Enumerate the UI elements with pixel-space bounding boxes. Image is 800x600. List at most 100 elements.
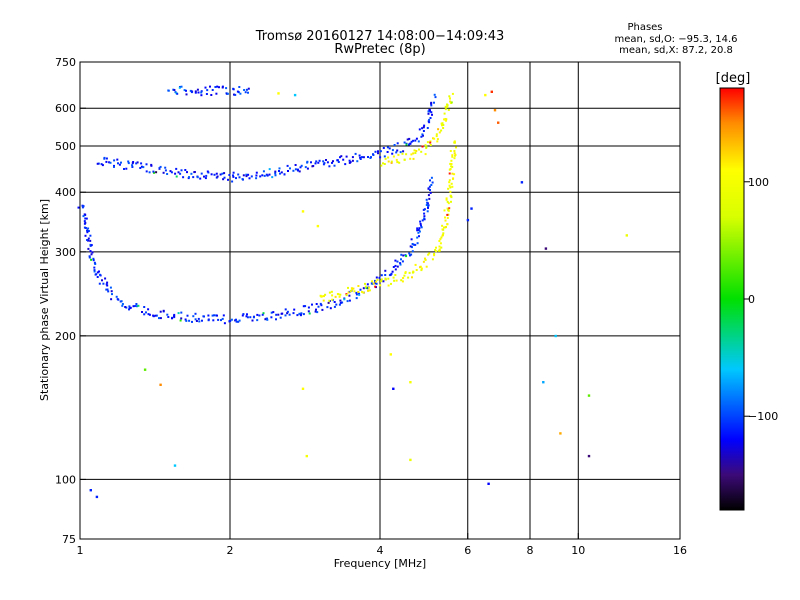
x-axis-ticks: 1 2 4 6 8 10 16: [77, 533, 687, 557]
trace-point: [391, 270, 394, 273]
scatter-point: [497, 121, 500, 124]
scatter-point: [493, 109, 497, 112]
trace-point: [180, 311, 183, 314]
trace-point: [200, 172, 203, 175]
trace-point: [455, 146, 457, 149]
trace-point: [100, 163, 103, 166]
trace-point: [370, 156, 372, 159]
trace-point: [436, 138, 439, 141]
trace-point: [332, 160, 334, 163]
trace-point: [387, 156, 390, 159]
trace-point: [419, 220, 422, 223]
trace-point: [414, 243, 417, 246]
trace-point: [390, 272, 393, 275]
trace-point: [427, 187, 430, 190]
trace-point: [405, 255, 408, 258]
trace-point: [434, 249, 437, 251]
trace-point: [420, 267, 423, 270]
trace-point: [447, 108, 450, 111]
trace-point: [419, 222, 422, 225]
trace-point: [321, 295, 323, 298]
trace-point: [420, 150, 423, 153]
trace-point: [166, 313, 169, 316]
trace-point: [450, 200, 452, 203]
trace-point: [117, 162, 119, 165]
trace-point: [401, 152, 404, 155]
trace-point: [362, 156, 365, 159]
trace-point: [159, 310, 162, 313]
trace-point: [346, 300, 349, 303]
trace-point: [280, 171, 283, 174]
trace-point: [118, 163, 121, 166]
trace-point: [91, 251, 94, 254]
trace-point: [342, 158, 345, 161]
trace-point: [140, 165, 143, 168]
data-points: [77, 85, 628, 499]
trace-point: [82, 205, 85, 208]
trace-point: [92, 259, 95, 262]
trace-point: [109, 161, 112, 164]
trace-point: [362, 291, 365, 294]
trace-point: [188, 319, 191, 322]
trace-point: [264, 318, 267, 321]
trace-point: [204, 177, 207, 180]
trace-point: [400, 253, 403, 256]
trace-point: [348, 294, 351, 297]
trace-point: [357, 291, 360, 293]
trace-point: [132, 305, 135, 308]
stats-line-o: mean, sd,O: −95.3, 14.6: [615, 34, 738, 45]
trace-point: [158, 167, 161, 170]
trace-point: [429, 141, 432, 144]
trace-point: [449, 186, 452, 189]
trace-point: [278, 170, 280, 172]
trace-point: [223, 322, 226, 325]
trace-point: [272, 311, 275, 314]
trace-point: [83, 226, 86, 229]
trace-point: [438, 245, 441, 248]
trace-point: [374, 282, 376, 285]
trace-point: [207, 319, 210, 322]
trace-point: [433, 137, 436, 140]
trace-point: [429, 110, 431, 113]
trace-point: [193, 171, 196, 173]
trace-point: [379, 150, 382, 153]
trace-point: [231, 180, 234, 183]
trace-point: [222, 314, 225, 317]
trace-point: [446, 213, 449, 216]
trace-point: [427, 112, 430, 115]
trace-point: [250, 175, 253, 178]
trace-point: [345, 155, 348, 158]
trace-point: [453, 173, 456, 176]
trace-point: [387, 284, 390, 287]
trace-point: [375, 282, 378, 285]
trace-point: [440, 246, 443, 249]
x-tick-label: 2: [227, 544, 234, 557]
trace-point: [274, 172, 277, 175]
trace-point: [238, 176, 241, 179]
trace-point: [422, 126, 425, 129]
trace-point: [204, 86, 207, 89]
trace-point: [422, 134, 424, 137]
trace-point: [248, 177, 251, 180]
trace-point: [329, 307, 332, 310]
x-tick-label: 6: [464, 544, 471, 557]
trace-point: [377, 150, 379, 153]
trace-point: [425, 198, 428, 201]
trace-point: [394, 264, 397, 267]
trace-point: [382, 162, 384, 165]
trace-point: [243, 89, 246, 91]
trace-point: [451, 172, 454, 175]
chart-title: Tromsø 20160127 14:08:00−14:09:43: [255, 29, 505, 44]
trace-point: [247, 173, 250, 176]
trace-point: [448, 181, 451, 184]
trace-point: [338, 303, 341, 306]
trace-point: [345, 294, 348, 297]
trace-point: [245, 315, 248, 318]
trace-point: [183, 89, 186, 92]
trace-point: [219, 173, 222, 176]
trace-point: [383, 163, 386, 165]
trace-point: [424, 153, 427, 156]
trace-point: [306, 160, 309, 163]
trace-point: [97, 162, 100, 165]
